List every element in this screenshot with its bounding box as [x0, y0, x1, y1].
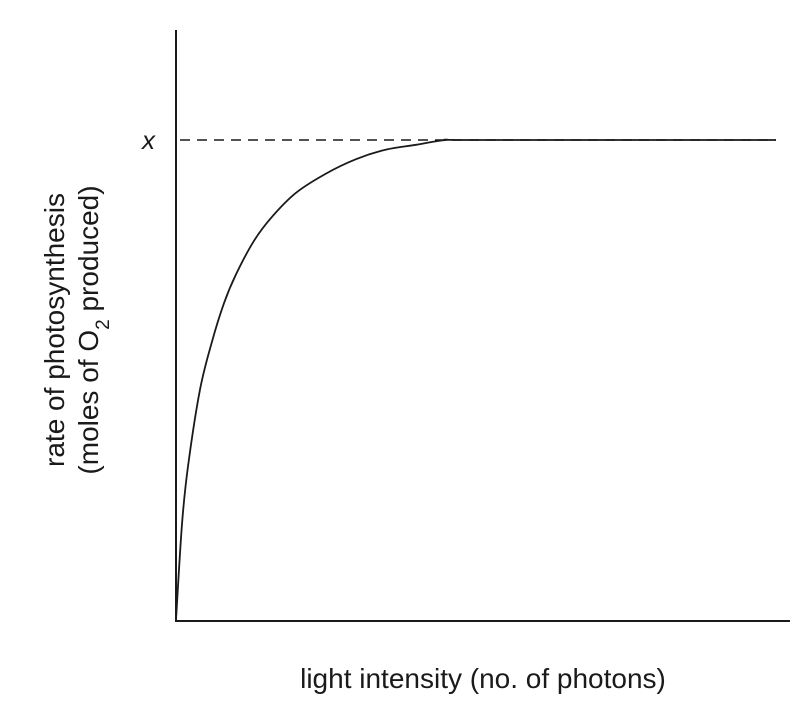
- y-axis-title-line2: (moles of O2 produced): [73, 185, 114, 474]
- x-axis-title: light intensity (no. of photons): [300, 663, 666, 694]
- reference-line-label: x: [140, 125, 156, 155]
- y-axis-title-line2-start: (moles of O: [73, 330, 104, 475]
- y-axis-title-line2-end: produced): [73, 185, 104, 319]
- plot-area: x: [140, 30, 790, 622]
- y-axis-title-line1: rate of photosynthesis: [39, 193, 70, 467]
- series-line: [175, 138, 776, 621]
- y-axis-title-subscript: 2: [93, 319, 114, 330]
- y-axis-title: rate of photosynthesis (moles of O2 prod…: [39, 185, 114, 474]
